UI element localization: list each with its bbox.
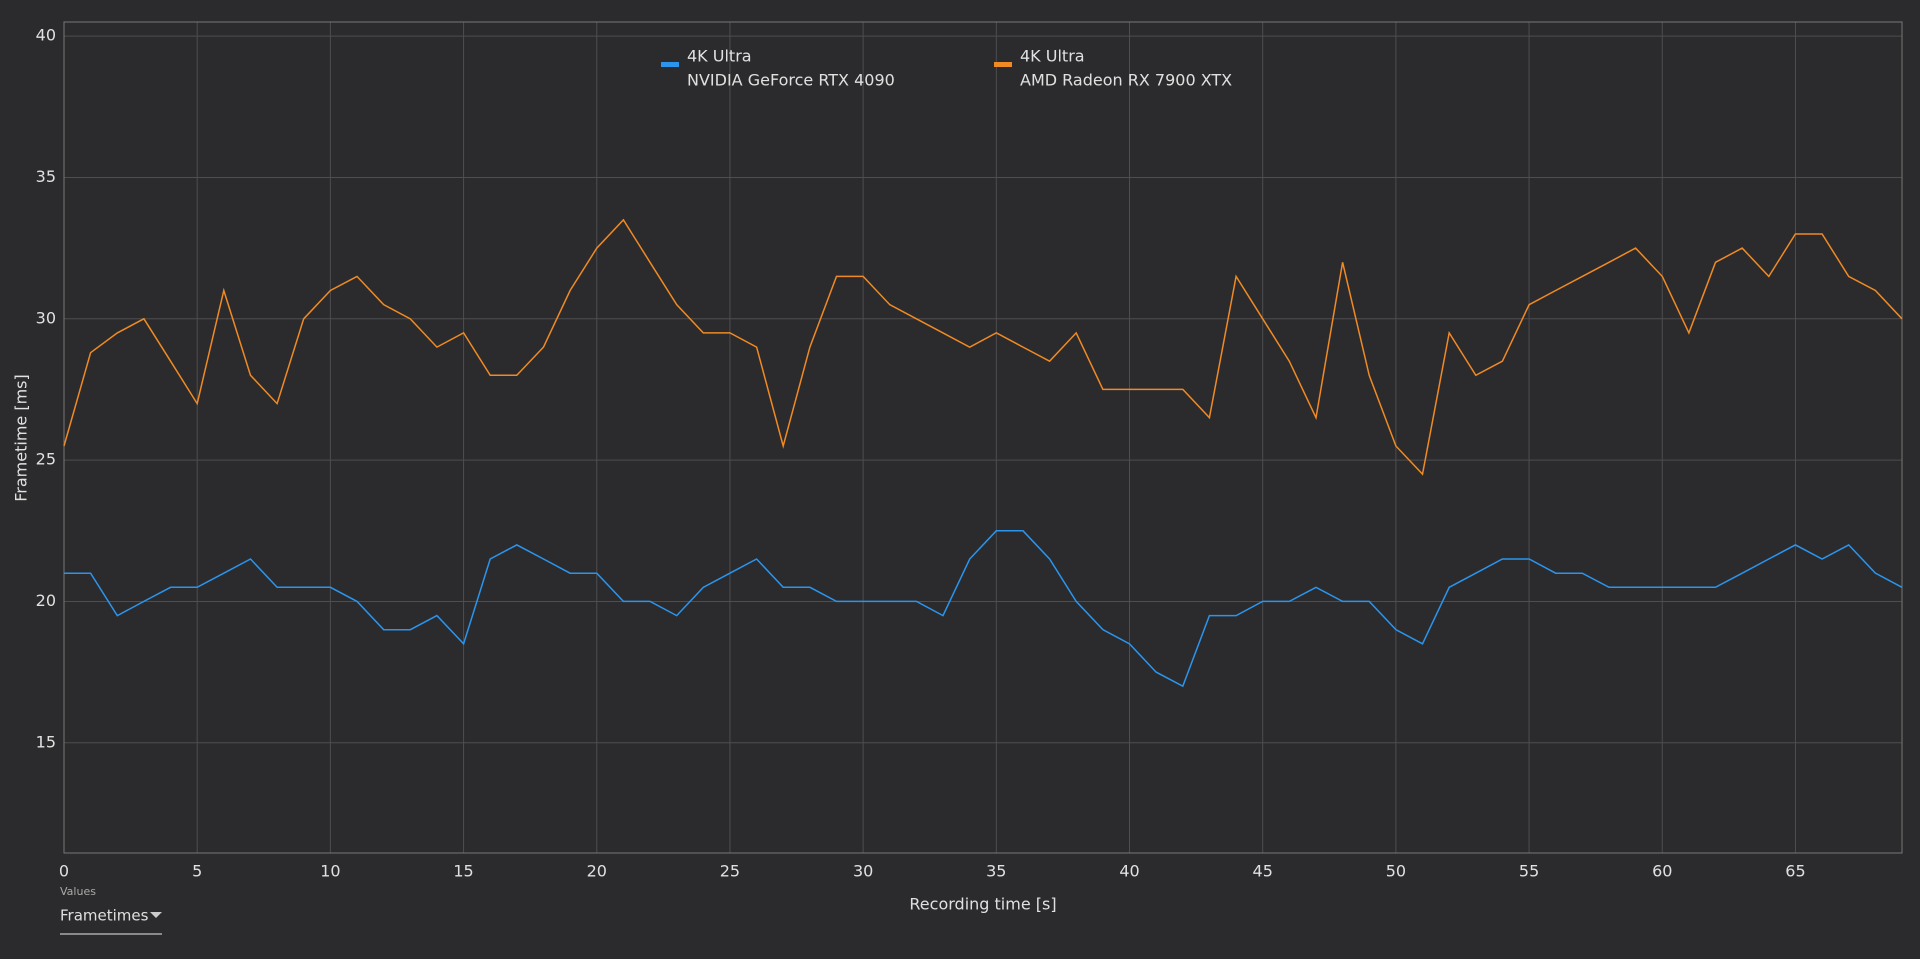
x-tick-label: 0 [59, 862, 69, 881]
x-tick-label: 5 [192, 862, 202, 881]
x-tick-label: 25 [720, 862, 740, 881]
y-tick-label: 15 [36, 732, 56, 751]
legend-label: AMD Radeon RX 7900 XTX [1020, 71, 1232, 90]
y-tick-label: 25 [36, 450, 56, 469]
y-axis-label: Frametime [ms] [12, 374, 31, 502]
x-tick-label: 55 [1519, 862, 1539, 881]
x-tick-label: 60 [1652, 862, 1672, 881]
control-label: Values [60, 885, 96, 898]
y-tick-label: 20 [36, 591, 56, 610]
legend-swatch [994, 62, 1012, 67]
x-tick-label: 20 [587, 862, 607, 881]
y-tick-label: 35 [36, 167, 56, 186]
x-tick-label: 45 [1253, 862, 1273, 881]
x-tick-label: 50 [1386, 862, 1406, 881]
y-tick-label: 40 [36, 26, 56, 45]
x-tick-label: 15 [453, 862, 473, 881]
legend-label: 4K Ultra [687, 47, 752, 66]
x-axis-label: Recording time [s] [909, 895, 1056, 914]
legend-swatch [661, 62, 679, 67]
dropdown-arrow[interactable] [150, 912, 162, 918]
plot-frame [63, 21, 1903, 854]
x-tick-label: 30 [853, 862, 873, 881]
series-line [63, 218, 1903, 476]
x-tick-label: 40 [1119, 862, 1139, 881]
dropdown-value[interactable]: Frametimes [60, 907, 149, 925]
series-line [64, 530, 1903, 688]
legend-label: 4K Ultra [1020, 47, 1085, 66]
y-tick-label: 30 [36, 308, 56, 327]
x-tick-label: 65 [1785, 862, 1805, 881]
x-tick-label: 35 [986, 862, 1006, 881]
x-tick-label: 10 [320, 862, 340, 881]
legend-label: NVIDIA GeForce RTX 4090 [687, 71, 895, 90]
